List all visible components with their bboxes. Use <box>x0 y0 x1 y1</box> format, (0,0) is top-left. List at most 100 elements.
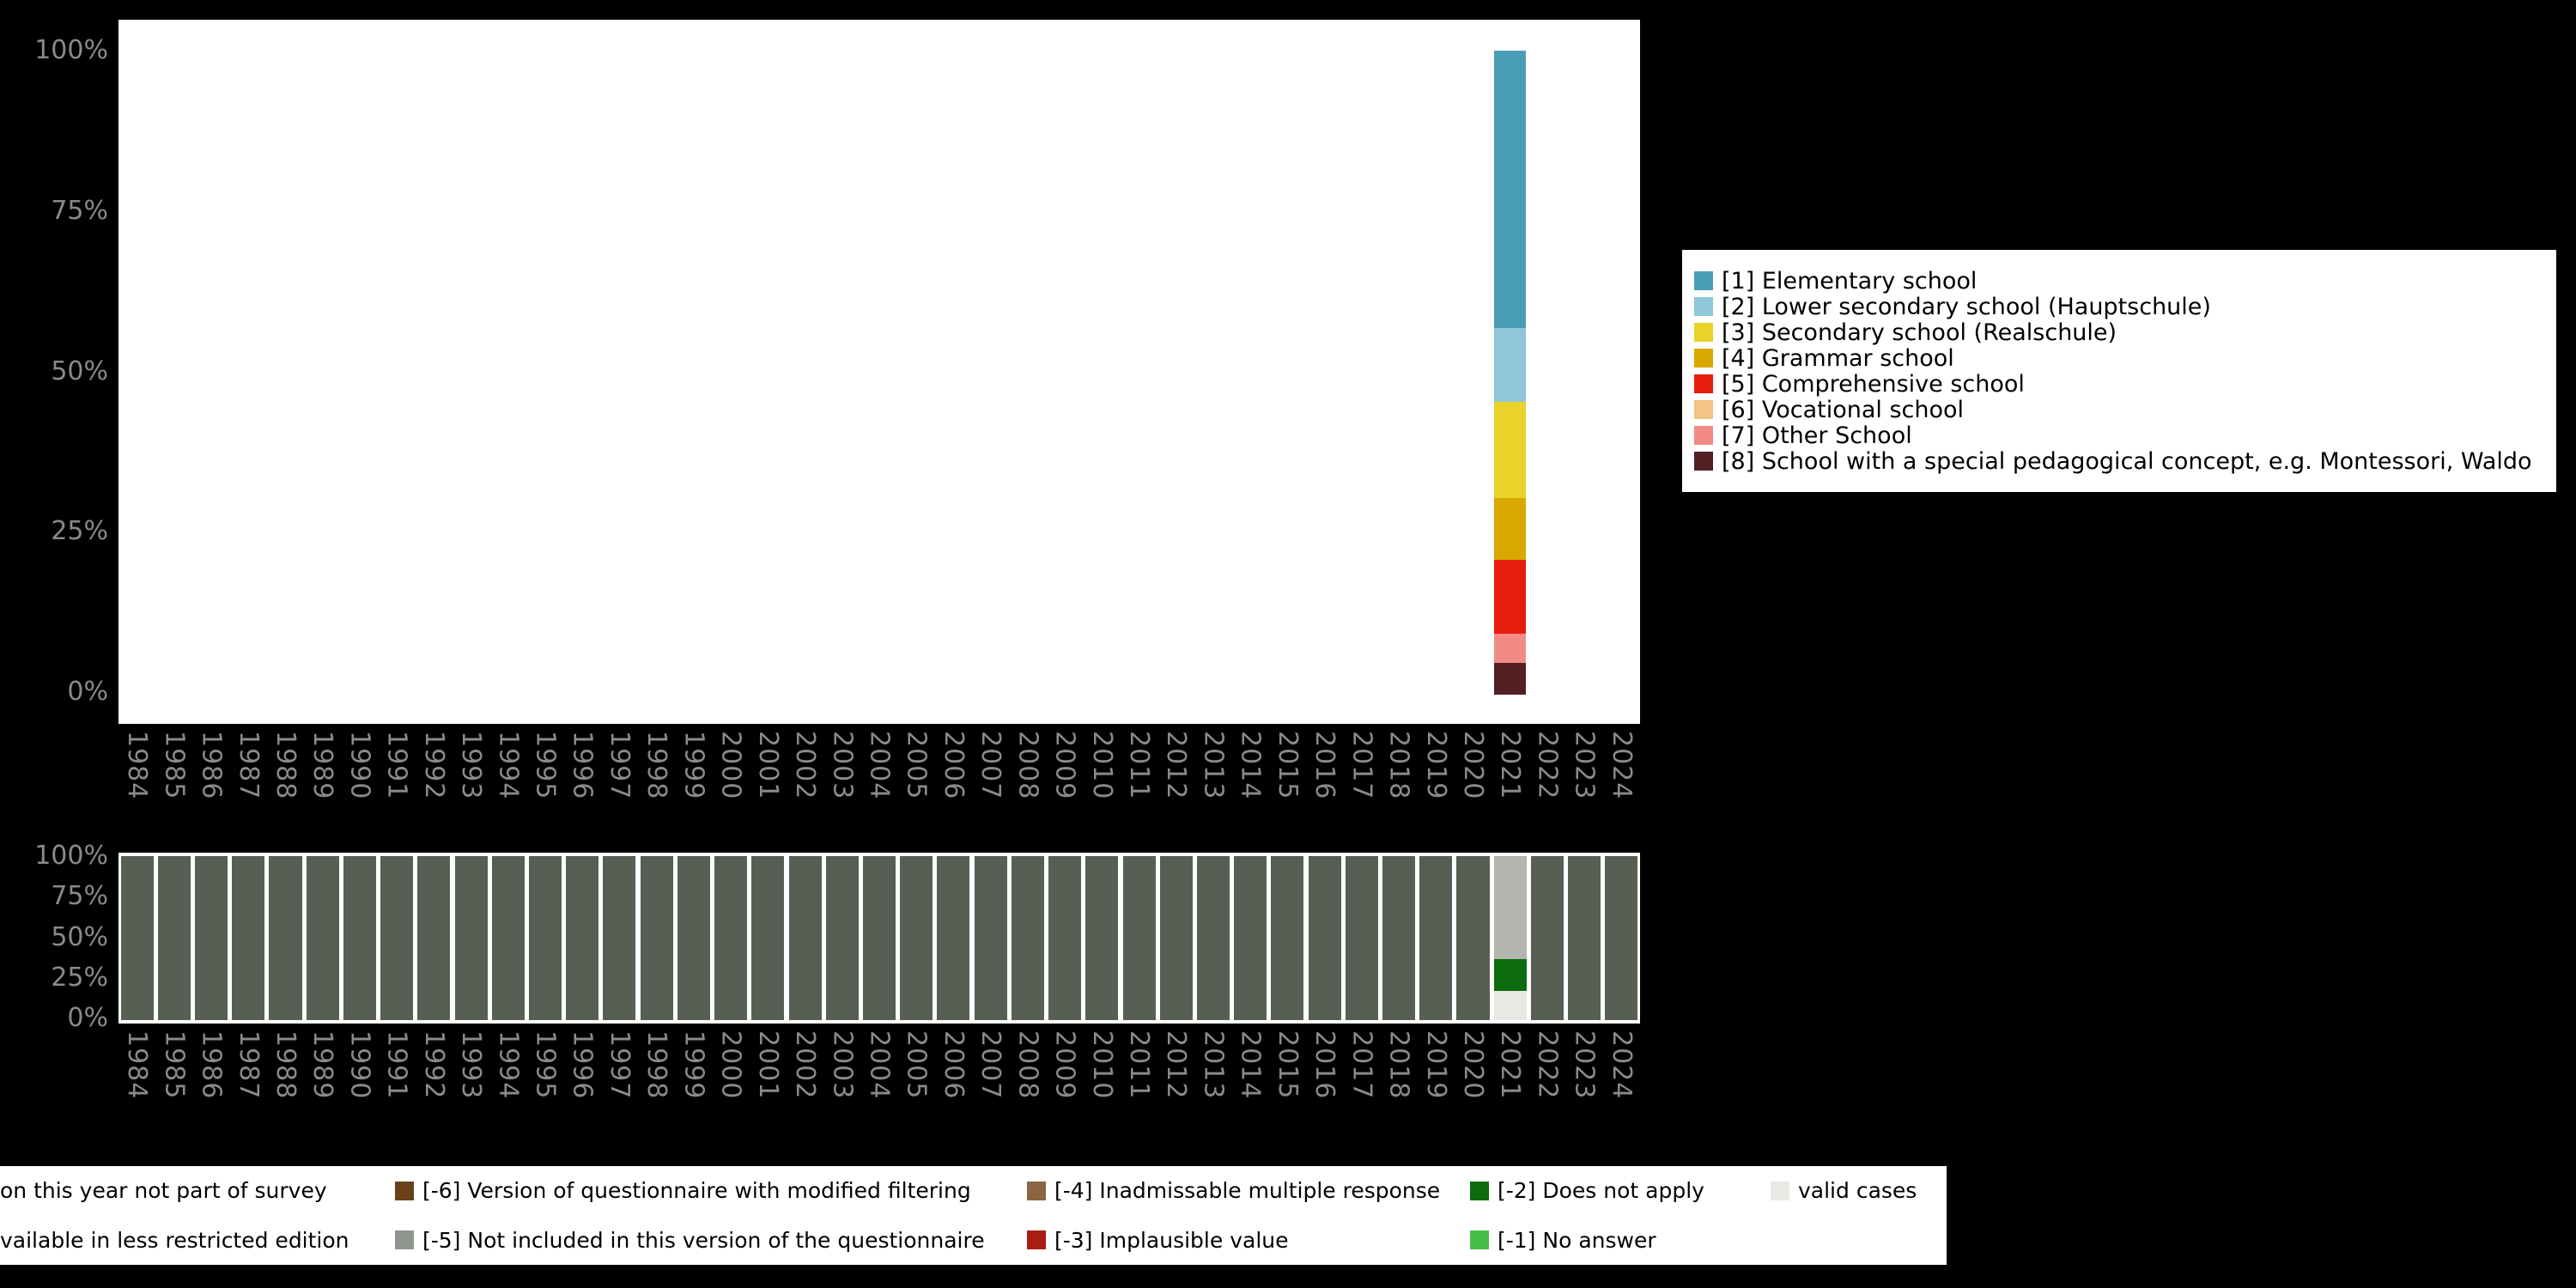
stacked-bar-2004[interactable] <box>862 856 896 1020</box>
stacked-bar-1988[interactable] <box>269 856 302 1020</box>
stacked-bar-2000[interactable] <box>714 856 748 1020</box>
bar-segment[interactable] <box>1494 401 1527 499</box>
year-axis-label: 2023 <box>1569 731 1600 800</box>
stacked-bar-1995[interactable] <box>529 856 562 1020</box>
stacked-bar-2015[interactable] <box>1271 856 1304 1020</box>
stacked-bar-2012[interactable] <box>1159 856 1193 1020</box>
stacked-bar-1989[interactable] <box>306 856 339 1020</box>
bar-segment[interactable] <box>937 856 970 1020</box>
bar-segment[interactable] <box>900 856 933 1020</box>
bar-segment[interactable] <box>1345 856 1378 1020</box>
bar-segment[interactable] <box>751 856 785 1020</box>
year-axis-label: 2010 <box>1086 731 1117 800</box>
bar-segment[interactable] <box>529 856 562 1020</box>
bar-segment[interactable] <box>1456 856 1490 1020</box>
bar-segment[interactable] <box>1493 959 1527 991</box>
stacked-bar-1996[interactable] <box>566 856 599 1020</box>
bar-segment[interactable] <box>677 856 710 1020</box>
bar-segment[interactable] <box>1493 856 1527 960</box>
bar-segment[interactable] <box>1493 990 1527 1020</box>
bar-segment[interactable] <box>1048 856 1082 1020</box>
bar-slot-1988 <box>267 51 304 695</box>
stacked-bar-2014[interactable] <box>1234 856 1267 1020</box>
bar-segment[interactable] <box>1234 856 1267 1020</box>
stacked-bar-2017[interactable] <box>1345 856 1378 1020</box>
stacked-bar-2019[interactable] <box>1419 856 1453 1020</box>
stacked-bar-2023[interactable] <box>1568 856 1601 1020</box>
bar-segment[interactable] <box>862 856 896 1020</box>
stacked-bar-2008[interactable] <box>1011 856 1044 1020</box>
bar-segment[interactable] <box>788 856 822 1020</box>
stacked-bar-1994[interactable] <box>491 856 525 1020</box>
stacked-bar-1993[interactable] <box>454 856 488 1020</box>
bar-segment[interactable] <box>306 856 339 1020</box>
stacked-bar-2022[interactable] <box>1530 856 1564 1020</box>
stacked-bar-1987[interactable] <box>232 856 265 1020</box>
stacked-bar-1997[interactable] <box>603 856 636 1020</box>
bar-segment[interactable] <box>974 856 1007 1020</box>
stacked-bar-2016[interactable] <box>1308 856 1341 1020</box>
stacked-bar-2021[interactable] <box>1493 856 1527 1020</box>
bar-segment[interactable] <box>1530 856 1564 1020</box>
bar-segment[interactable] <box>343 856 376 1020</box>
bar-segment[interactable] <box>1271 856 1304 1020</box>
stacked-bar-2001[interactable] <box>751 856 785 1020</box>
bar-segment[interactable] <box>714 856 748 1020</box>
bar-segment[interactable] <box>1494 662 1527 695</box>
stacked-bar-2006[interactable] <box>937 856 970 1020</box>
bar-segment[interactable] <box>454 856 488 1020</box>
stacked-bar-1984[interactable] <box>120 856 154 1020</box>
bar-segment[interactable] <box>195 856 228 1020</box>
bar-segment[interactable] <box>1419 856 1453 1020</box>
bar-segment[interactable] <box>1494 327 1527 402</box>
year-axis-label: 1984 <box>122 731 153 800</box>
bar-segment[interactable] <box>1494 633 1527 663</box>
bar-segment[interactable] <box>1308 856 1341 1020</box>
bar-segment[interactable] <box>157 856 191 1020</box>
bar-segment[interactable] <box>1568 856 1601 1020</box>
bar-segment[interactable] <box>640 856 673 1020</box>
bar-segment[interactable] <box>603 856 636 1020</box>
stacked-bar-2021[interactable] <box>1494 51 1527 695</box>
bar-segment[interactable] <box>232 856 265 1020</box>
stacked-bar-2003[interactable] <box>825 856 859 1020</box>
bar-segment[interactable] <box>825 856 859 1020</box>
stacked-bar-1990[interactable] <box>343 856 376 1020</box>
bar-segment[interactable] <box>1122 856 1156 1020</box>
bar-segment[interactable] <box>1494 498 1527 560</box>
stacked-bar-2024[interactable] <box>1605 856 1638 1020</box>
stacked-bar-2002[interactable] <box>788 856 822 1020</box>
stacked-bar-1999[interactable] <box>677 856 710 1020</box>
bar-segment[interactable] <box>566 856 599 1020</box>
bar-segment[interactable] <box>1605 856 1638 1020</box>
bar-segment[interactable] <box>1085 856 1119 1020</box>
bar-slot-1988 <box>267 856 304 1020</box>
bar-slot-2010 <box>1084 51 1121 695</box>
bar-segment[interactable] <box>1382 856 1416 1020</box>
bar-segment[interactable] <box>1011 856 1044 1020</box>
year-axis-label: 1997 <box>604 1030 635 1100</box>
stacked-bar-1985[interactable] <box>157 856 191 1020</box>
stacked-bar-2013[interactable] <box>1196 856 1230 1020</box>
bar-segment[interactable] <box>1159 856 1193 1020</box>
bar-segment[interactable] <box>1494 51 1527 328</box>
stacked-bar-1998[interactable] <box>640 856 673 1020</box>
stacked-bar-2005[interactable] <box>900 856 933 1020</box>
bar-segment[interactable] <box>491 856 525 1020</box>
stacked-bar-1991[interactable] <box>380 856 414 1020</box>
bar-segment[interactable] <box>120 856 154 1020</box>
stacked-bar-1992[interactable] <box>417 856 451 1020</box>
legend-swatch-icon <box>1027 1181 1046 1200</box>
bar-segment[interactable] <box>269 856 302 1020</box>
stacked-bar-2010[interactable] <box>1085 856 1119 1020</box>
bar-segment[interactable] <box>417 856 451 1020</box>
bar-segment[interactable] <box>1494 559 1527 634</box>
bar-segment[interactable] <box>1196 856 1230 1020</box>
stacked-bar-2007[interactable] <box>974 856 1007 1020</box>
stacked-bar-2009[interactable] <box>1048 856 1082 1020</box>
bar-segment[interactable] <box>380 856 414 1020</box>
stacked-bar-2011[interactable] <box>1122 856 1156 1020</box>
stacked-bar-2020[interactable] <box>1456 856 1490 1020</box>
stacked-bar-1986[interactable] <box>195 856 228 1020</box>
stacked-bar-2018[interactable] <box>1382 856 1416 1020</box>
